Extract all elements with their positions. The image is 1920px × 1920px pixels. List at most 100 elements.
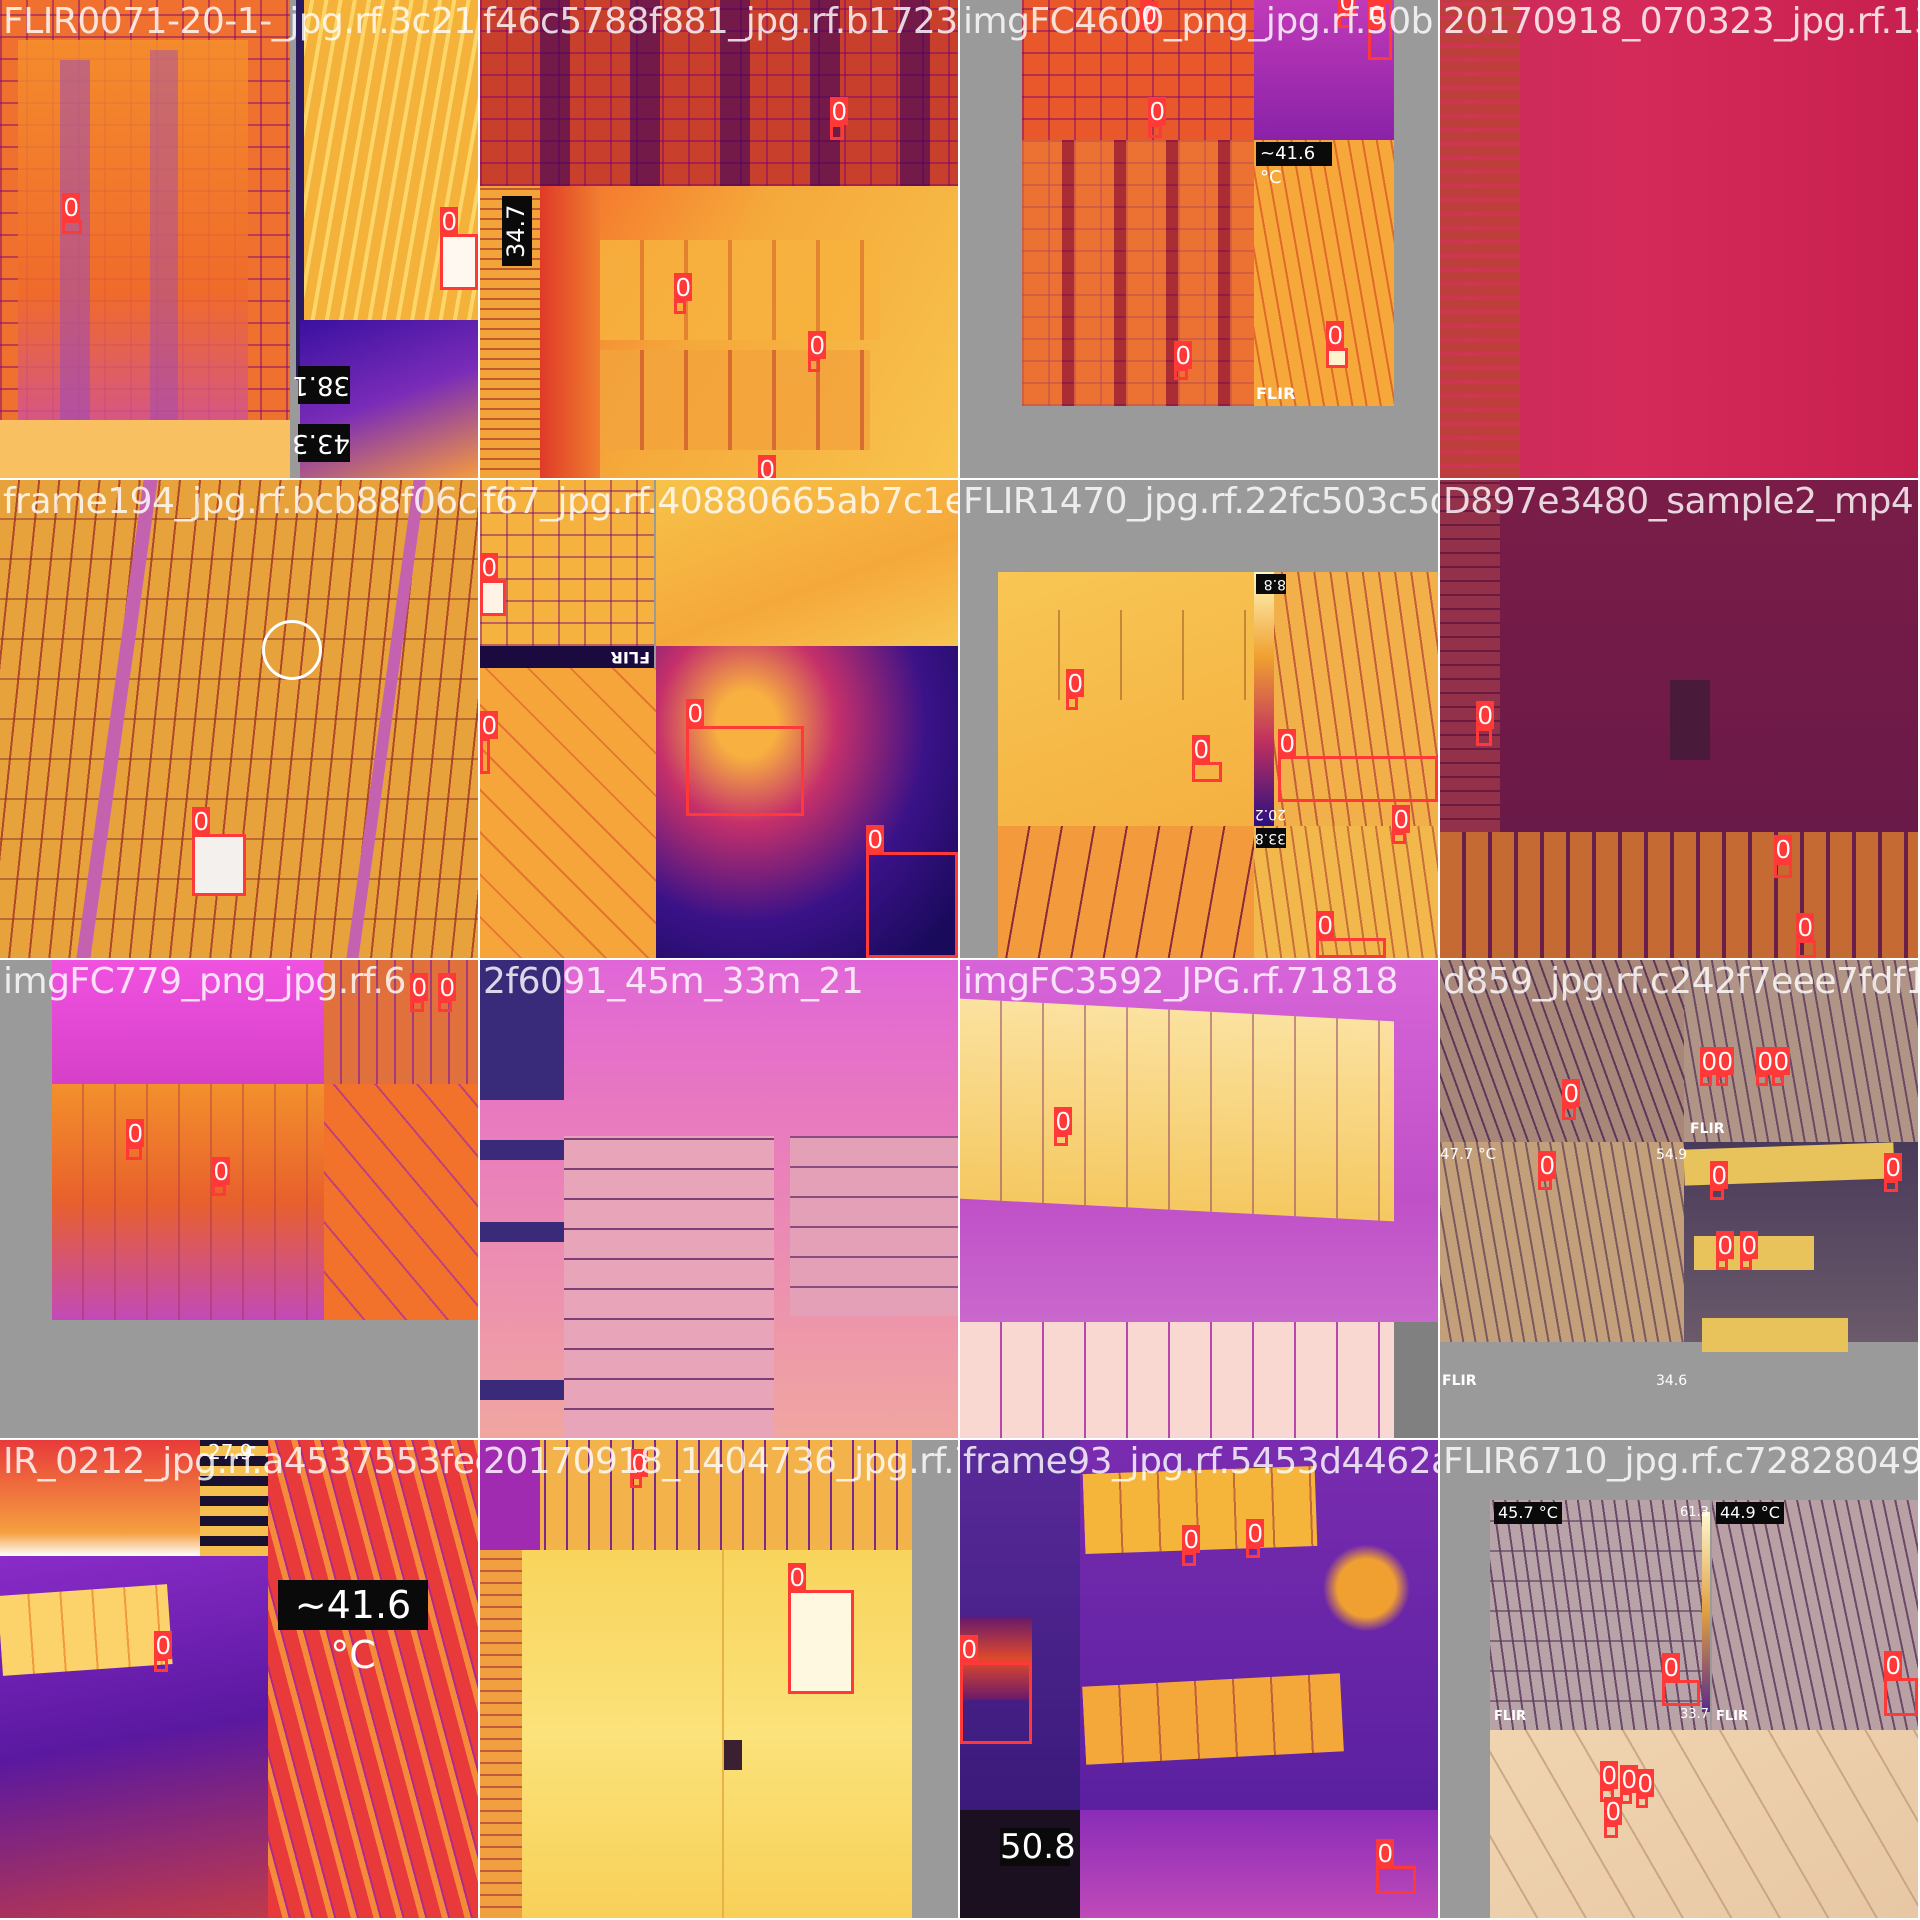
mosaic-tile: 45.7 °C 44.9 °C 61.3 33.7 FLIR FLIR 0 0 … (1440, 1440, 1918, 1918)
image-filename: IR_0212_jpg.rf.a4537553fec (3, 1441, 478, 1482)
detection-box: 0 (1620, 1765, 1639, 1804)
detection-box: 0 (1278, 729, 1438, 802)
scale-value: 8.8 (1256, 574, 1286, 594)
camera-logo: FLIR (1494, 1709, 1527, 1724)
detection-box: 0 (866, 825, 958, 958)
detection-box: 0 (1140, 0, 1159, 30)
detection-box: 0 (440, 207, 478, 290)
image-filename: FLIR1470_jpg.rf.22fc503c5dbf (963, 481, 1438, 522)
image-filename: imgFC4600_png_jpg.rf.50b (963, 1, 1434, 42)
image-filename: FLIR0071-20-1-_jpg.rf.3c21 (3, 1, 476, 42)
temperature-readout: 43.3 (292, 424, 350, 462)
mosaic-tile: 0 0 0 D897e3480_sample2_mp4 (1440, 480, 1918, 958)
image-filename: FLIR6710_jpg.rf.c728280490 (1443, 1441, 1918, 1482)
detection-box: 0 (410, 973, 429, 1012)
detection-box: 0 (62, 193, 82, 234)
camera-logo: FLIR (1690, 1121, 1725, 1137)
image-filename: f67_jpg.rf.40880665ab7c1ed (483, 481, 958, 522)
detection-box: 0 (1326, 321, 1348, 368)
temperature-readout: 38.1 (292, 366, 350, 404)
camera-logo: FLIR (1442, 1373, 1477, 1389)
detection-box: 0 (480, 553, 506, 616)
scale-value: 20.2 (1254, 806, 1286, 822)
image-filename: imgFC3592_JPG.rf.71818 (963, 961, 1398, 1002)
detection-box: 0 (630, 1449, 649, 1488)
mosaic-tile: 47.7 °C 54.9 34.6 FLIR FLIR 0 0 0 0 0 0 … (1440, 960, 1918, 1438)
detection-box: 0 (1054, 1107, 1073, 1146)
detection-box: 0 (830, 97, 849, 140)
mosaic-tile: 2f6091_45m_33m_21 (480, 960, 958, 1438)
detection-box: 0 (1316, 911, 1386, 958)
camera-logo: FLIR (610, 648, 650, 667)
detection-box: 0 (480, 711, 499, 774)
detection-box: 0 (1774, 835, 1793, 878)
temperature-readout: 34.7 (502, 196, 532, 266)
detection-box: 0 (1476, 701, 1495, 746)
detection-box: 0 (1600, 1761, 1619, 1802)
detection-box: 0 (1716, 1231, 1735, 1270)
detection-box: 0 (192, 807, 246, 896)
image-filename: 20170918_1404736_jpg.rf.7c (483, 1441, 958, 1482)
temperature-readout: 44.9 °C (1716, 1502, 1784, 1524)
detection-box: 0 (1562, 1079, 1581, 1120)
detection-box: 0 (1066, 669, 1085, 710)
detection-box: 0 (1182, 1525, 1201, 1566)
image-filename: imgFC779_png_jpg.rf.6 (3, 961, 406, 1002)
image-filename: 2f6091_45m_33m_21 (483, 961, 864, 1002)
detection-box: 0 (1716, 1047, 1735, 1086)
detection-box: 0 (1884, 1651, 1918, 1716)
temperature-readout: 45.7 °C (1494, 1502, 1562, 1524)
detection-box: 0 (1604, 1797, 1623, 1838)
detection-box: 0 (1796, 913, 1816, 958)
detection-box: 0 (1636, 1769, 1655, 1808)
temperature-readout: ~41.6 °C (278, 1580, 428, 1677)
mosaic-tile: 50.8 0 0 0 0 frame93_jpg.rf.5453d4462a6 (960, 1440, 1438, 1918)
mosaic-tile: 8.8 20.2 33.8 0 0 0 0 0 FLIR1470_jpg.rf.… (960, 480, 1438, 958)
camera-logo: FLIR (1716, 1709, 1749, 1724)
mosaic-tile: FLIR 0 0 0 0 f67_jpg.rf.40880665ab7c1ed (480, 480, 958, 958)
scale-value: 34.6 (1656, 1373, 1688, 1389)
detection-box: 0 (686, 699, 804, 816)
detection-box: 0 (1756, 1047, 1775, 1086)
detection-box: 0 (1710, 1161, 1729, 1200)
detection-box: 0 (1338, 0, 1357, 28)
detection-box: 0 (1376, 1839, 1416, 1894)
detection-box: 0 (1772, 1047, 1791, 1086)
camera-logo: FLIR (1256, 384, 1296, 403)
scale-value: 54.9 (1656, 1147, 1688, 1163)
mosaic-tile: 34.7 0 0 0 0 f46c5788f881_jpg.rf.b17231 (480, 0, 958, 478)
detection-box: 0 (960, 1635, 1032, 1744)
image-filename: D897e3480_sample2_mp4 (1443, 481, 1914, 522)
image-filename: d859_jpg.rf.c242f7eee7fdf11 (1443, 961, 1918, 1002)
temperature-readout: 47.7 °C (1440, 1145, 1497, 1163)
detection-box: 0 (1192, 735, 1222, 782)
detection-box: 0 (1368, 0, 1392, 60)
temperature-readout: ~41.6 °C (1256, 142, 1332, 188)
detection-box: 0 (1174, 341, 1193, 380)
temperature-readout: 50.8 (1000, 1827, 1076, 1867)
detection-box: 0 (788, 1563, 854, 1694)
detection-box: 0 (1740, 1231, 1759, 1270)
detection-box: 0 (674, 273, 693, 314)
detection-box: 0 (1392, 805, 1411, 844)
scale-value: 61.3 (1680, 1505, 1709, 1520)
mosaic-tile: ~41.6 °C FLIR 0 0 0 0 0 0 imgFC4600_png_… (960, 0, 1438, 478)
detection-box: 0 (438, 973, 457, 1012)
mosaic-tile: 0 frame194_jpg.rf.bcb88f06c9 (0, 480, 478, 958)
detection-box: 0 (1884, 1153, 1903, 1192)
image-filename: 20170918_070323_jpg.rf.13 (1443, 1, 1918, 42)
mosaic-tile: 0 0 20170918_1404736_jpg.rf.7c (480, 1440, 958, 1918)
mosaic-tile: 38.1 43.3 0 0 FLIR0071-20-1-_jpg.rf.3c21 (0, 0, 478, 478)
detection-box: 0 (1538, 1151, 1557, 1190)
detection-box: 0 (1662, 1653, 1700, 1706)
detection-box: 0 (1700, 1047, 1719, 1086)
detection-box: 0 (212, 1157, 231, 1196)
mosaic-tile: 20170918_070323_jpg.rf.13 (1440, 0, 1918, 478)
detection-box: 0 (808, 331, 827, 372)
detection-box: 0 (126, 1119, 145, 1160)
mosaic-tile: 0 imgFC3592_JPG.rf.71818 (960, 960, 1438, 1438)
scale-value: 27.9 (208, 1440, 253, 1464)
scale-value: 33.8 (1254, 828, 1286, 848)
detection-box: 0 (154, 1631, 173, 1672)
